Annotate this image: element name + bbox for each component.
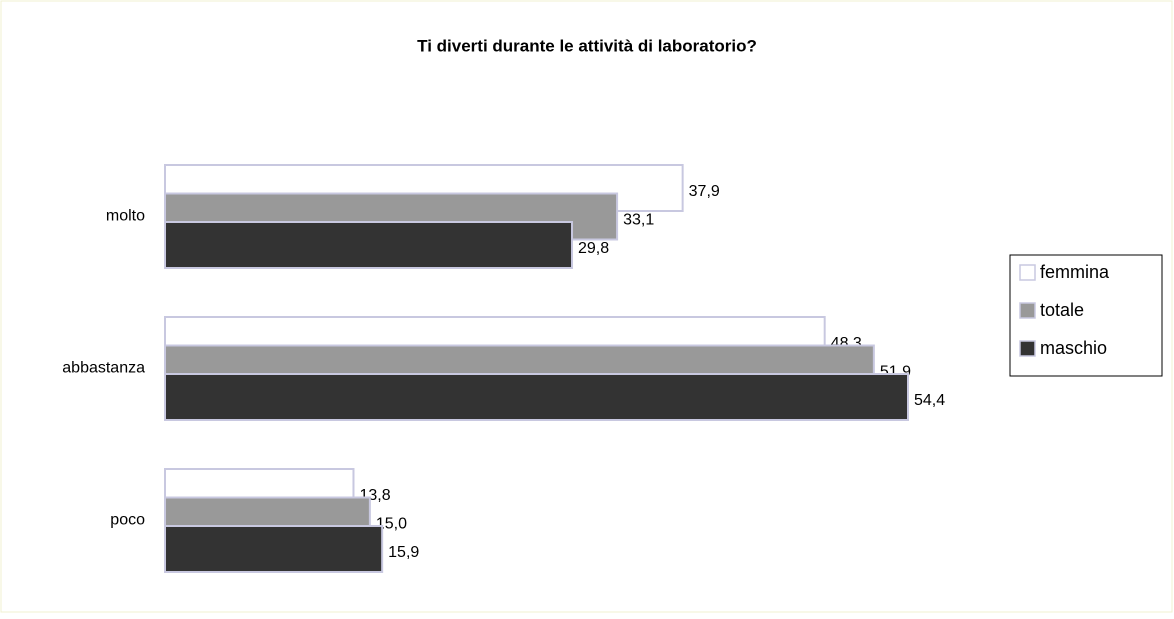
category-label: molto xyxy=(106,208,145,225)
value-label: 29,8 xyxy=(578,240,609,257)
value-label: 15,9 xyxy=(388,544,419,561)
legend-label: totale xyxy=(1040,300,1084,320)
value-label: 54,4 xyxy=(914,392,945,409)
legend-swatch xyxy=(1019,302,1036,319)
bar xyxy=(164,373,909,421)
value-label: 15,0 xyxy=(376,516,407,533)
chart-title: Ti diverti durante le attività di labora… xyxy=(417,36,757,55)
legend-swatch xyxy=(1019,264,1036,281)
legend-label: femmina xyxy=(1040,262,1110,282)
category-label: poco xyxy=(110,512,145,529)
legend-swatch xyxy=(1019,340,1036,357)
value-label: 33,1 xyxy=(623,212,654,229)
category-label: abbastanza xyxy=(62,360,145,377)
legend-label: maschio xyxy=(1040,338,1107,358)
bar xyxy=(164,525,384,573)
value-label: 37,9 xyxy=(689,183,720,200)
bar xyxy=(164,221,574,269)
